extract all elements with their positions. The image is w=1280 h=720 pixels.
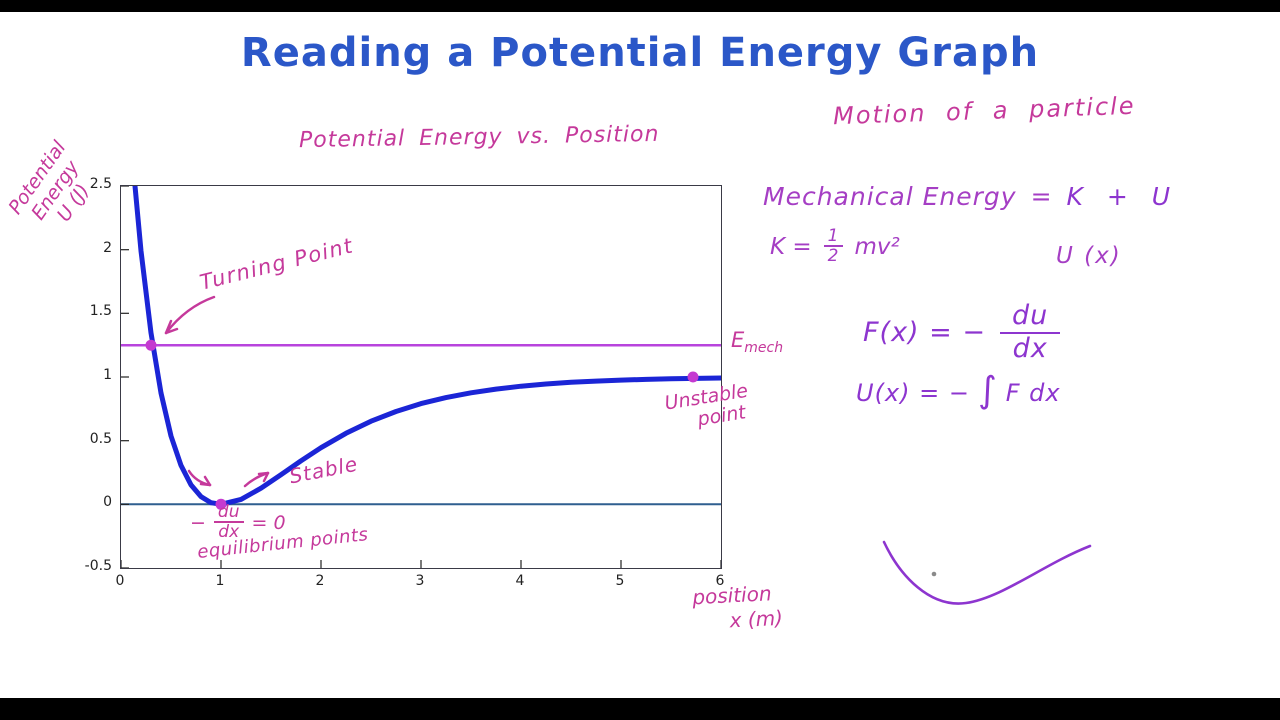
- one-half-fraction: 1 2: [823, 228, 843, 265]
- x-tick-label: 3: [415, 573, 425, 589]
- x-tick-label: 1: [215, 573, 225, 589]
- turning-point-dot: [145, 339, 157, 351]
- letterbox-bottom: [0, 698, 1280, 720]
- letterbox-top: [0, 0, 1280, 12]
- x-tick-label: 6: [715, 573, 725, 589]
- x-axis-label: position x (m): [691, 581, 784, 633]
- emech-subscript: mech: [744, 340, 784, 357]
- y-tick-label: 2: [103, 239, 112, 256]
- note-motion-of-particle: Motion of a particle: [832, 91, 1137, 131]
- plot-canvas: [121, 186, 721, 568]
- x-tick-label: 2: [315, 573, 325, 589]
- note-force-formula: F(x) = − du dx: [863, 301, 1062, 364]
- note-mechanical-energy: Mechanical Energy = K + U: [763, 182, 1175, 211]
- x-tick-label: 5: [615, 573, 625, 589]
- potential-well-sketch: [882, 540, 1092, 605]
- y-tick-label: 0.5: [89, 430, 112, 447]
- unstable-point-dot: [687, 371, 699, 383]
- page-title: Reading a Potential Energy Graph: [240, 30, 1040, 76]
- stable-arrow-left-icon: [187, 469, 212, 487]
- sketch-dot: [931, 571, 937, 577]
- y-tick-label: -0.5: [84, 558, 112, 574]
- y-tick-label: 1: [103, 367, 112, 383]
- y-tick-label: 1.5: [89, 303, 112, 320]
- annotation-emech: Emech: [731, 328, 784, 357]
- x-tick-label: 0: [115, 573, 125, 589]
- note-kinetic-energy: K = 1 2 mv²: [770, 226, 900, 266]
- stable-equilibrium-dot: [215, 498, 227, 510]
- integral-sign: ∫: [977, 370, 998, 411]
- x-tick-label: 4: [515, 573, 525, 589]
- y-tick-label: 0: [103, 494, 112, 511]
- minus-sign: −: [190, 511, 206, 534]
- note-integral-formula: U(x) = − ∫ F dx: [856, 370, 1061, 411]
- potential-energy-curve: [132, 186, 721, 507]
- annotation-equilibrium-condition: − du dx = 0: [190, 502, 286, 542]
- plot-title: Potential Energy vs. Position: [298, 121, 660, 154]
- y-tick-label: 2.5: [89, 176, 112, 192]
- du-dx-fraction: du dx: [213, 504, 244, 541]
- stable-arrow-right-icon: [243, 471, 270, 488]
- note-potential-function: U (x): [1056, 243, 1122, 269]
- turning-point-arrow-icon: [164, 295, 216, 335]
- plot-area: [120, 185, 722, 569]
- du-dx-fraction: du dx: [1000, 301, 1061, 364]
